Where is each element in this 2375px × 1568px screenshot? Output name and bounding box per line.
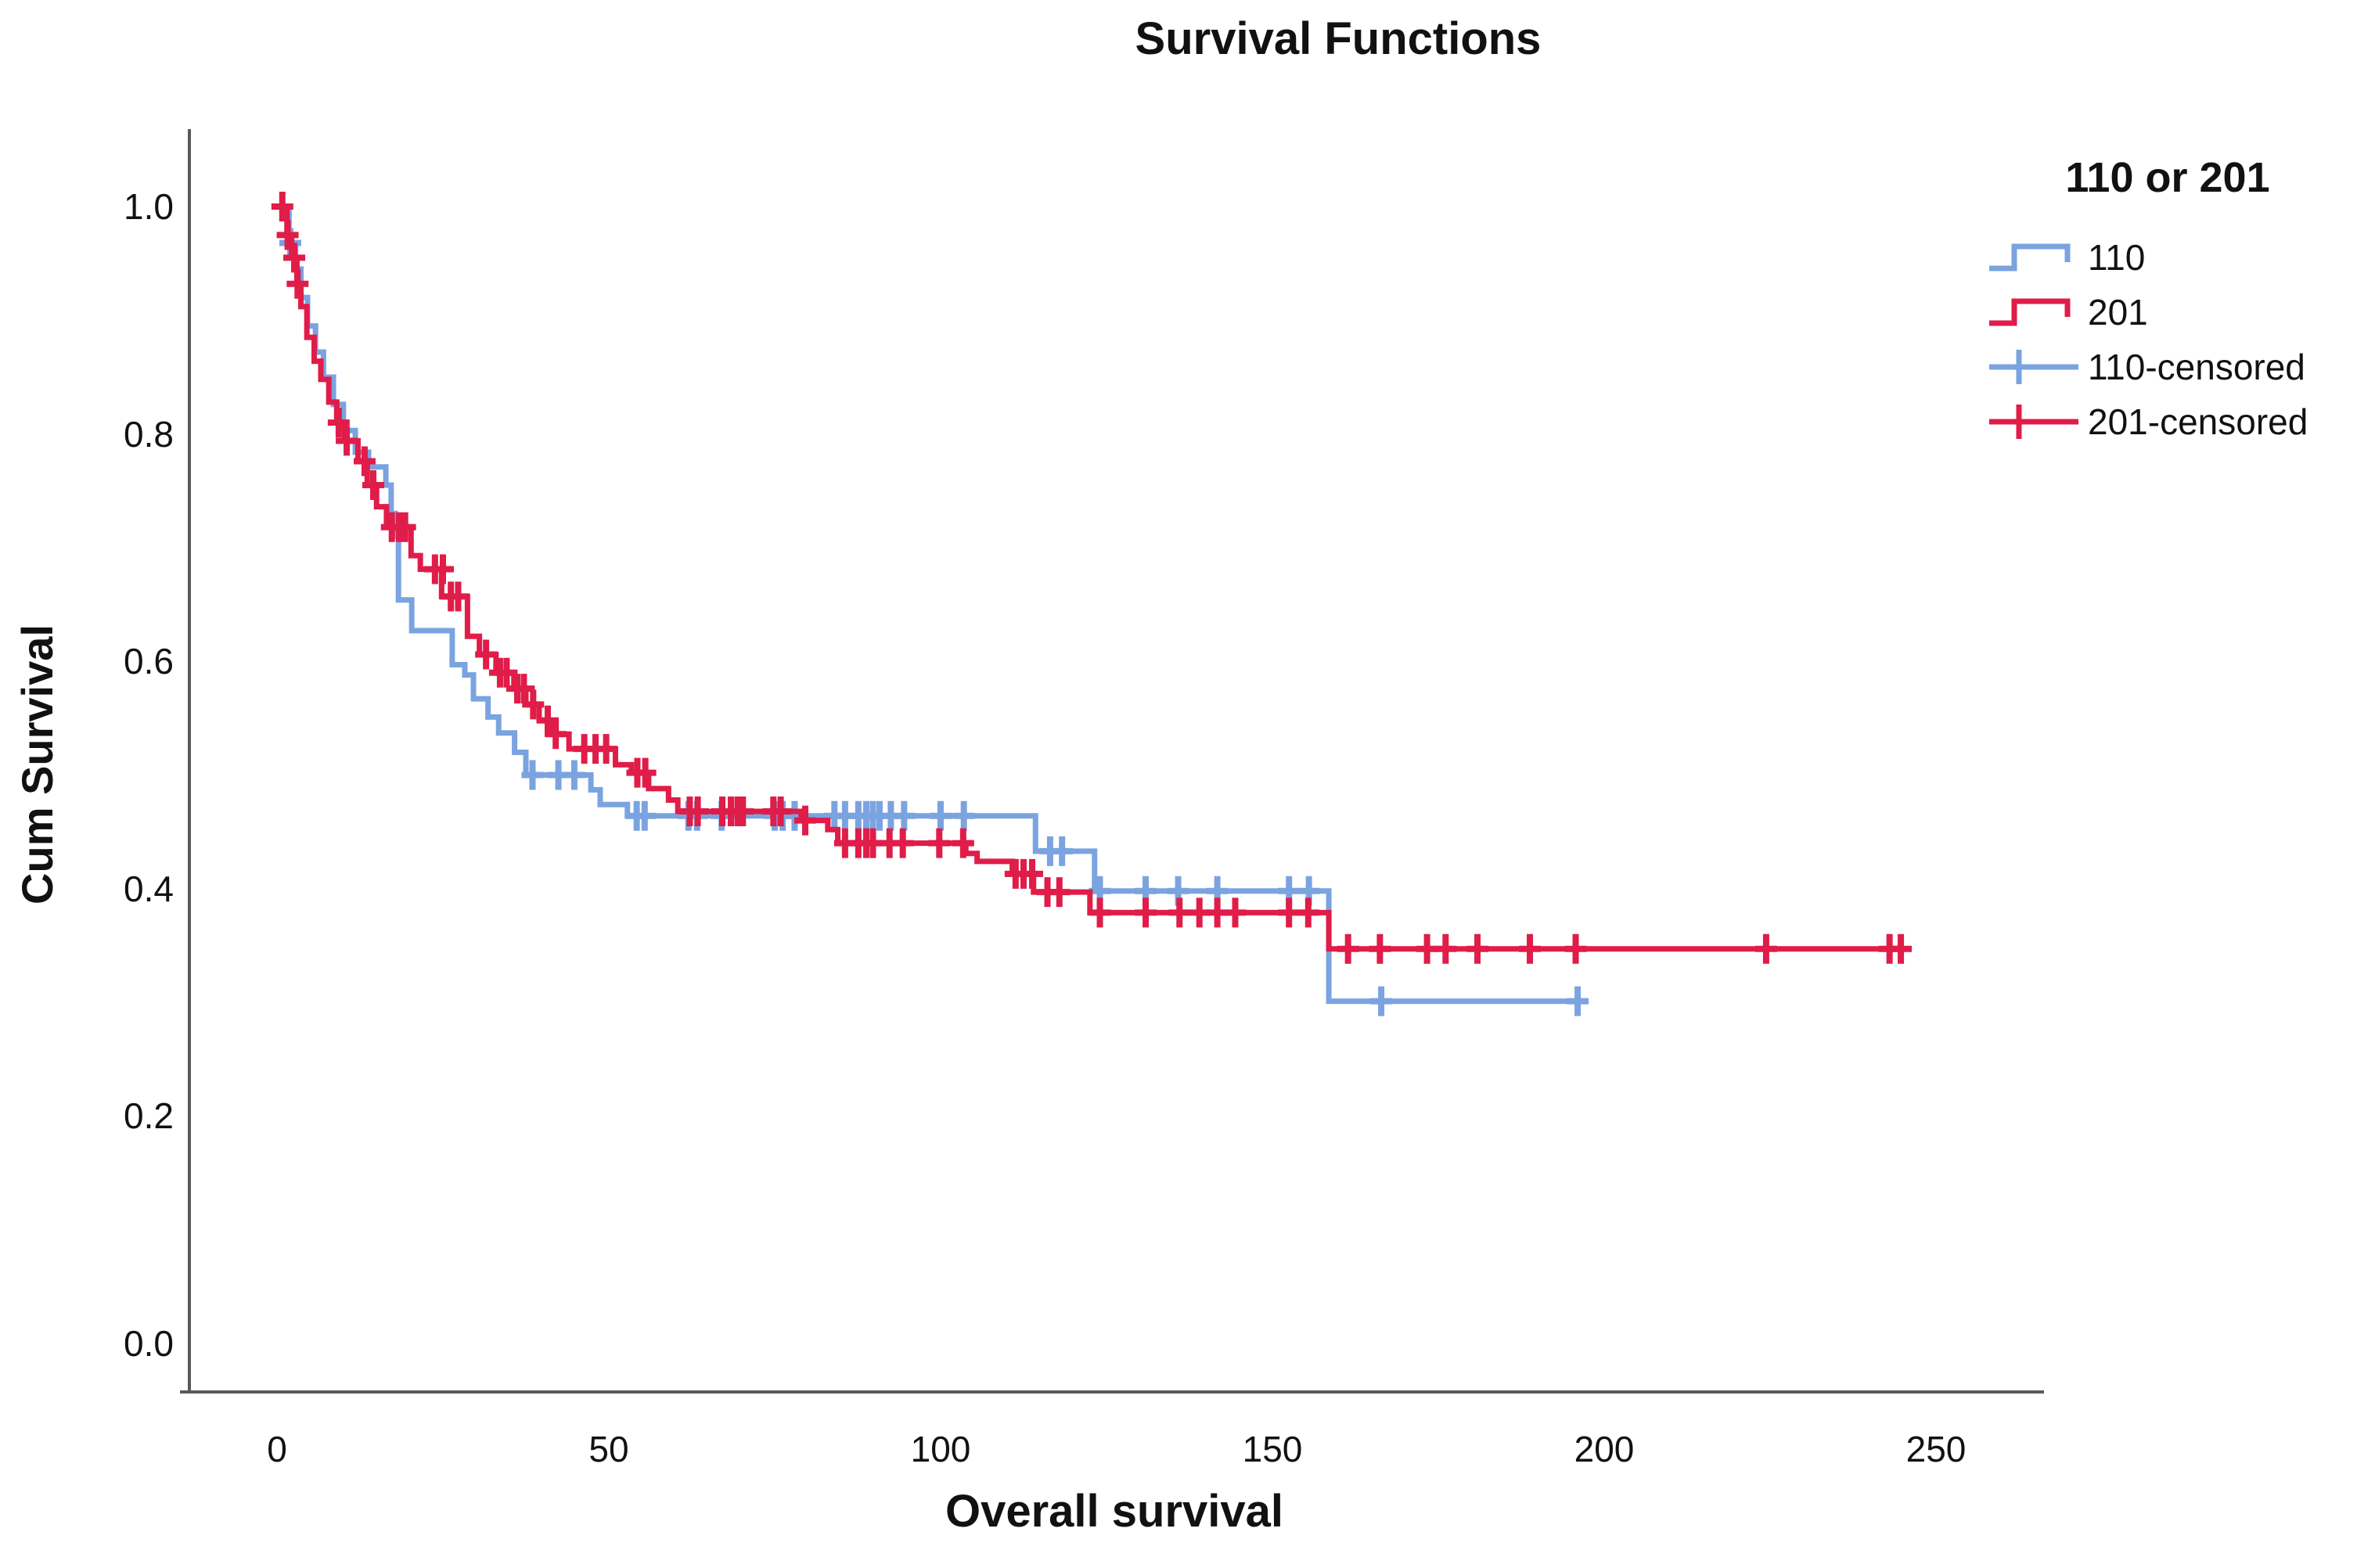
legend-entry: 110: [1988, 230, 2375, 285]
y-tick-label: 0.0: [124, 1323, 174, 1364]
legend-entry-label: 201-censored: [2088, 401, 2308, 442]
chart-title: Survival Functions: [1135, 13, 1542, 64]
y-tick-label: 0.2: [124, 1095, 174, 1137]
legend-line-sample-icon: [1989, 243, 2071, 272]
legend-entries: 110 201 110-censored 201-censored: [1988, 230, 2375, 449]
x-tick-label: 0: [267, 1429, 287, 1469]
legend-entry-label: 110: [2088, 237, 2146, 278]
legend-censored-sample-icon: [1989, 405, 2078, 439]
x-tick-label: 150: [1242, 1429, 1303, 1469]
legend-title: 110 or 201: [2065, 154, 2270, 201]
x-tick-label: 50: [588, 1429, 629, 1469]
legend-entry: 201-censored: [1988, 394, 2375, 449]
x-tick-label: 100: [910, 1429, 971, 1469]
x-axis-label: Overall survival: [945, 1486, 1284, 1537]
legend: 110 or 201 110 201 110-censored 201-censore…: [1988, 153, 2375, 449]
y-tick-label: 0.4: [124, 868, 174, 909]
survival-curve-110: [277, 203, 1588, 1005]
y-tick-label: 0.6: [124, 641, 174, 682]
y-tick-label: 1.0: [124, 186, 174, 227]
legend-entry-label: 110-censored: [2088, 347, 2305, 387]
legend-entry: 110-censored: [1988, 340, 2375, 394]
legend-entry-label: 201: [2088, 292, 2148, 333]
legend-entry: 201: [1988, 285, 2375, 340]
survival-curve-201: [277, 203, 1907, 952]
legend-censored-sample-icon: [1989, 350, 2078, 384]
y-tick-label: 0.8: [124, 413, 174, 455]
x-tick-label: 250: [1905, 1429, 1967, 1469]
x-tick-label: 200: [1574, 1429, 1635, 1469]
legend-line-sample-icon: [1989, 298, 2071, 326]
